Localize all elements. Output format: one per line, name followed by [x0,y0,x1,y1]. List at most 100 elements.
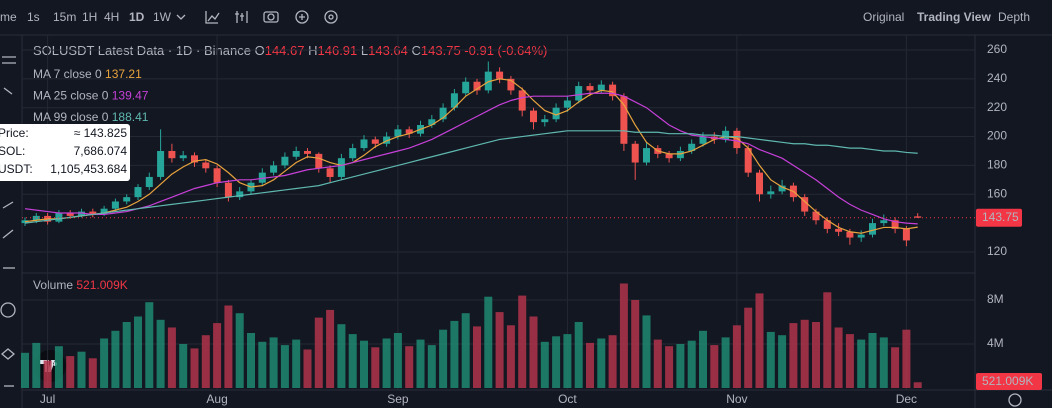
volume-bar [710,345,719,388]
interval-button[interactable]: 1W [153,10,172,24]
volume-bar [857,339,866,388]
y-tick-label: 220 [987,100,1007,114]
volume-bar [235,313,244,388]
volume-bar [563,334,572,388]
high-label: H [308,43,317,58]
volume-bar [77,351,86,388]
volume-bar [766,331,775,388]
volume-bar [823,292,832,388]
volume-bar [721,337,730,388]
candle-body [586,86,594,91]
volume-bar [518,295,527,388]
toolbar-icons[interactable] [176,10,338,24]
candle-body [450,93,458,108]
volume-bar [631,300,640,388]
volume-bar [473,326,481,388]
view-tab[interactable]: Trading View [917,10,991,24]
interval-button[interactable]: 1D [129,10,145,24]
last-price-tag [976,208,1022,227]
volume-bar [145,302,154,388]
volume-bar [653,339,662,388]
indicator-icon[interactable] [205,11,220,24]
view-tab[interactable]: Original [863,10,904,24]
last-price-label: 143.75 [982,210,1019,224]
volume-bar [744,307,753,388]
candle-body [778,185,786,192]
tool[interactable] [2,56,16,64]
x-tick-label: Aug [206,392,227,406]
volume-bar [371,347,380,388]
add-plus [299,14,305,20]
volume-bar [111,330,120,388]
volume-bar [405,346,414,388]
candle-body [507,78,515,91]
tool[interactable] [3,87,13,95]
settings-icon[interactable] [324,10,338,24]
interval-button[interactable]: 1s [27,10,40,24]
interval-button[interactable]: 1H [82,10,97,24]
tool[interactable] [2,201,14,209]
candle-body [21,220,29,224]
candle-body [530,110,537,123]
candle-body [552,107,560,120]
candle-body [801,197,809,212]
x-tick-label: Oct [558,392,577,406]
settings-gear[interactable] [1008,393,1022,407]
candle-body [541,119,549,123]
high-value: 146.91 [318,43,358,58]
candle-body [202,162,210,169]
settings-dot [328,14,334,20]
interval-dropdown[interactable] [176,14,186,20]
candle-body [496,71,504,79]
candle-body [756,172,763,195]
volume-tick-label: 4M [987,336,1004,350]
tool[interactable] [0,302,16,318]
candle-body [462,81,470,94]
open-label: O [255,43,265,58]
candle-icon[interactable] [235,11,248,23]
volume-bar [258,341,267,388]
candle-body [111,201,119,209]
tooltip-value: 7,686.074 [74,144,128,158]
volume-bar [439,329,448,388]
legend-title: SOLUSDT Latest Data · 1D · Binance [33,43,251,58]
interval-button[interactable]: 15m [53,10,76,24]
candle-body [292,150,300,157]
candle-body [405,129,413,134]
volume-bar [676,344,685,388]
screenshot-icon[interactable] [263,11,279,23]
candle-body [665,153,673,159]
ma-value: 188.41 [112,110,149,124]
candle-body [767,191,775,195]
side-tools[interactable] [0,56,1022,407]
y-tick-label: 180 [987,158,1007,172]
volume-bar [868,333,877,388]
candle-body [699,136,707,144]
candle-body [518,90,526,111]
volume-bar [800,319,809,388]
view-tab[interactable]: Depth [998,10,1030,24]
candle-body [869,223,876,235]
candle-body [224,182,232,198]
volume-bar [789,323,798,388]
candle-body [484,71,492,91]
tool[interactable] [2,229,14,239]
volume-bar [619,283,628,388]
interval-button[interactable]: me [0,10,17,24]
open-value: 144.67 [265,43,305,58]
volume-bar [586,342,594,388]
x-tick-label: Nov [726,392,747,406]
volume-bar [687,340,696,388]
volume-bar [608,335,617,388]
volume-bar [597,338,606,388]
candle-body [563,100,571,108]
volume-bar [292,339,301,388]
legend-ohlc: SOLUSDT Latest Data · 1D · Binance O144.… [33,43,547,58]
volume-bar [360,340,368,388]
interval-button[interactable]: 4H [104,10,119,24]
volume-bar [269,337,278,388]
add-icon[interactable] [295,10,309,24]
ma-line [24,92,918,225]
candle-body [66,213,74,216]
tool[interactable] [0,348,16,360]
